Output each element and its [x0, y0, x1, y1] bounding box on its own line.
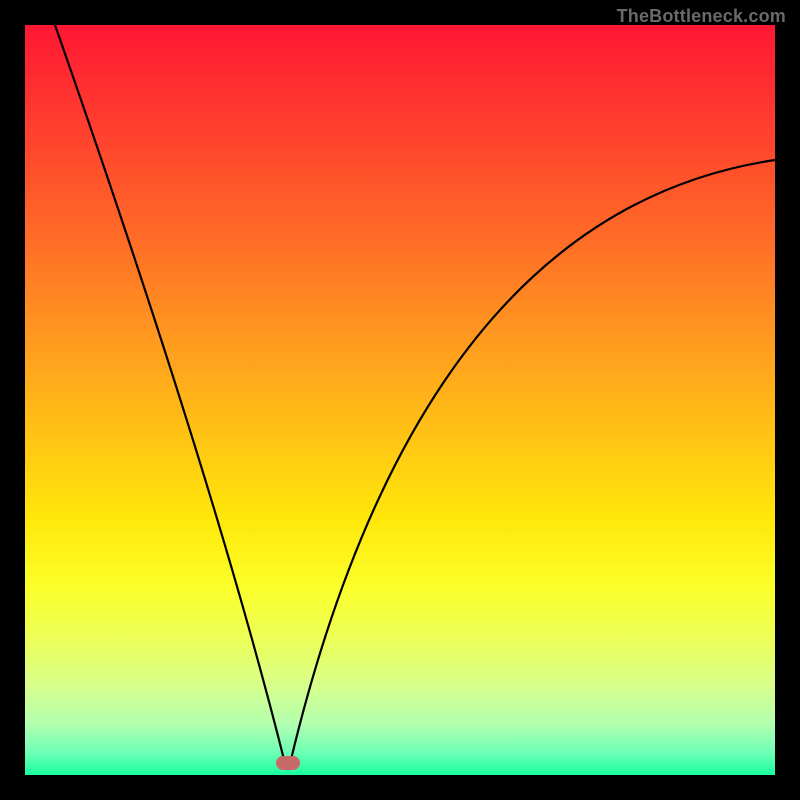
watermark-text: TheBottleneck.com [617, 6, 786, 27]
cusp-marker [276, 756, 300, 770]
plot-area [25, 25, 775, 775]
bottleneck-curve [25, 25, 775, 775]
chart-frame: TheBottleneck.com [0, 0, 800, 800]
